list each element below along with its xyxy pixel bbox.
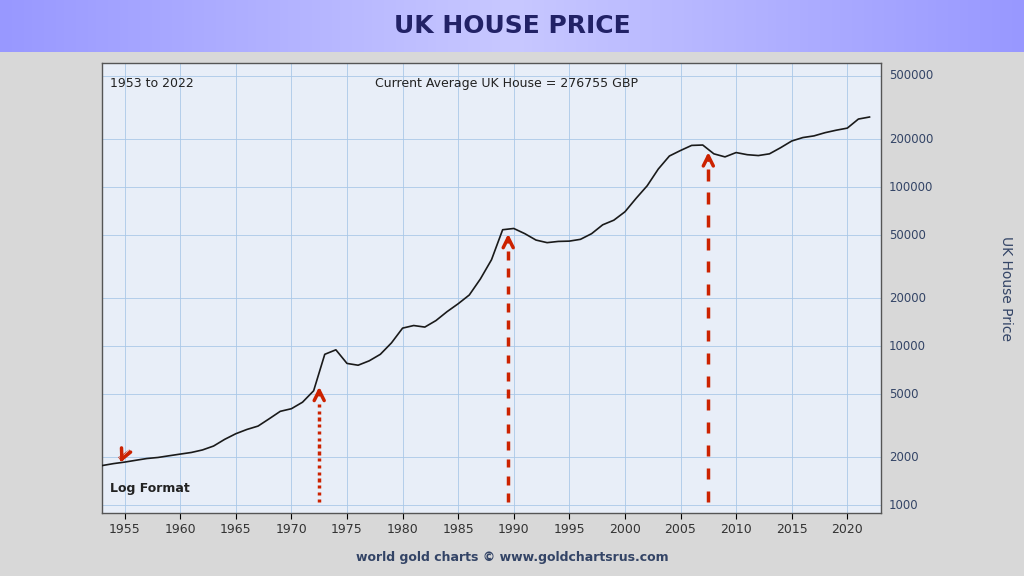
Text: Log Format: Log Format xyxy=(111,482,189,495)
Text: 2000: 2000 xyxy=(889,451,919,464)
Text: 500000: 500000 xyxy=(889,70,933,82)
Text: 1000: 1000 xyxy=(889,499,919,512)
Text: Current Average UK House = 276755 GBP: Current Average UK House = 276755 GBP xyxy=(375,77,638,90)
Text: 10000: 10000 xyxy=(889,340,926,353)
Text: 200000: 200000 xyxy=(889,133,933,146)
Text: 100000: 100000 xyxy=(889,181,933,194)
Text: 1953 to 2022: 1953 to 2022 xyxy=(111,77,194,90)
Text: 20000: 20000 xyxy=(889,292,926,305)
Text: 5000: 5000 xyxy=(889,388,919,401)
Text: world gold charts © www.goldchartsrus.com: world gold charts © www.goldchartsrus.co… xyxy=(355,551,669,564)
Text: UK House Price: UK House Price xyxy=(998,236,1013,340)
Text: 50000: 50000 xyxy=(889,229,926,241)
Text: UK HOUSE PRICE: UK HOUSE PRICE xyxy=(393,14,631,38)
